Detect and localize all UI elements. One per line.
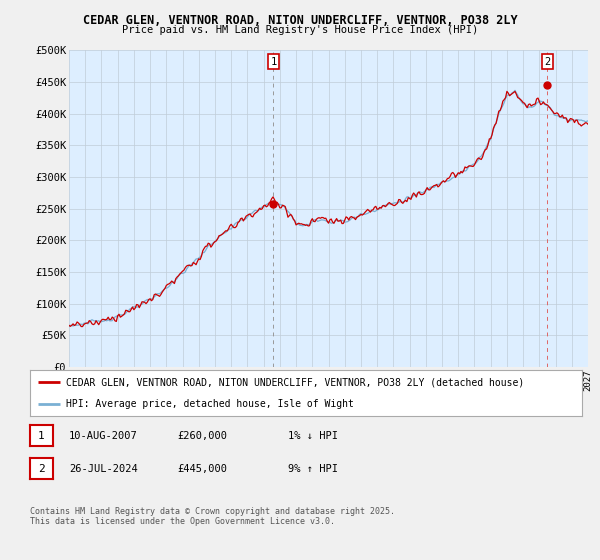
Text: Price paid vs. HM Land Registry's House Price Index (HPI): Price paid vs. HM Land Registry's House … [122,25,478,35]
Text: £260,000: £260,000 [177,431,227,441]
Text: 2: 2 [38,464,45,474]
Text: 10-AUG-2007: 10-AUG-2007 [69,431,138,441]
Text: 1% ↓ HPI: 1% ↓ HPI [288,431,338,441]
Text: £445,000: £445,000 [177,464,227,474]
Text: 26-JUL-2024: 26-JUL-2024 [69,464,138,474]
Text: 2: 2 [544,57,551,67]
Text: CEDAR GLEN, VENTNOR ROAD, NITON UNDERCLIFF, VENTNOR, PO38 2LY (detached house): CEDAR GLEN, VENTNOR ROAD, NITON UNDERCLI… [66,377,524,388]
Text: 9% ↑ HPI: 9% ↑ HPI [288,464,338,474]
Text: Contains HM Land Registry data © Crown copyright and database right 2025.
This d: Contains HM Land Registry data © Crown c… [30,507,395,526]
Text: HPI: Average price, detached house, Isle of Wight: HPI: Average price, detached house, Isle… [66,399,354,409]
Text: CEDAR GLEN, VENTNOR ROAD, NITON UNDERCLIFF, VENTNOR, PO38 2LY: CEDAR GLEN, VENTNOR ROAD, NITON UNDERCLI… [83,14,517,27]
Text: 1: 1 [38,431,45,441]
Text: 1: 1 [270,57,277,67]
